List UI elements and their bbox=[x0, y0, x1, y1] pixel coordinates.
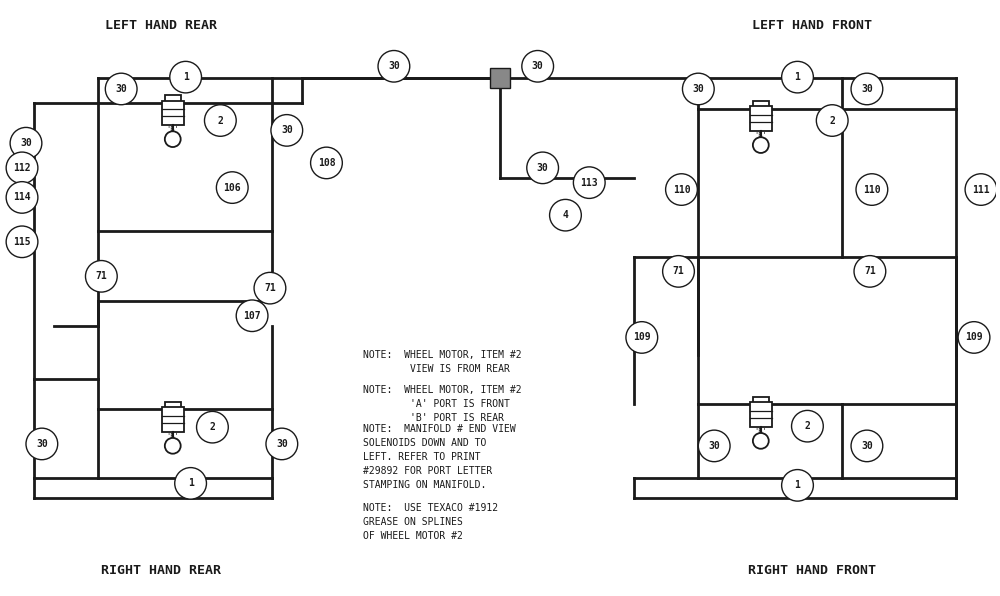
Text: NOTE:  USE TEXACO #1912
GREASE ON SPLINES
OF WHEEL MOTOR #2: NOTE: USE TEXACO #1912 GREASE ON SPLINES… bbox=[363, 503, 498, 541]
Circle shape bbox=[85, 260, 117, 292]
Circle shape bbox=[266, 428, 298, 460]
Circle shape bbox=[663, 256, 694, 287]
Circle shape bbox=[792, 411, 823, 442]
Bar bbox=[162, 101, 184, 125]
Circle shape bbox=[851, 430, 883, 462]
Text: 2: 2 bbox=[209, 422, 215, 432]
Text: LEFT HAND FRONT: LEFT HAND FRONT bbox=[752, 19, 872, 32]
Circle shape bbox=[175, 468, 206, 499]
Bar bbox=[750, 107, 772, 131]
Text: 'B': 'B' bbox=[166, 433, 179, 439]
Text: 108: 108 bbox=[318, 158, 335, 168]
Circle shape bbox=[666, 174, 697, 205]
Circle shape bbox=[311, 147, 342, 179]
Text: 71: 71 bbox=[264, 283, 276, 293]
Circle shape bbox=[753, 433, 769, 449]
Circle shape bbox=[851, 73, 883, 105]
Text: 1: 1 bbox=[188, 479, 194, 488]
Text: 1: 1 bbox=[795, 72, 800, 82]
Text: 107: 107 bbox=[243, 311, 261, 321]
Circle shape bbox=[271, 114, 303, 146]
Text: 4: 4 bbox=[563, 210, 568, 220]
Circle shape bbox=[856, 174, 888, 205]
Circle shape bbox=[527, 152, 559, 184]
Text: 2: 2 bbox=[217, 116, 223, 126]
Text: NOTE:  WHEEL MOTOR, ITEM #2
        'A' PORT IS FRONT
        'B' PORT IS REAR: NOTE: WHEEL MOTOR, ITEM #2 'A' PORT IS F… bbox=[363, 385, 522, 423]
Bar bbox=[165, 402, 181, 412]
Circle shape bbox=[682, 73, 714, 105]
Circle shape bbox=[6, 226, 38, 257]
Circle shape bbox=[10, 128, 42, 159]
Text: 112: 112 bbox=[13, 163, 31, 173]
Circle shape bbox=[522, 51, 554, 82]
Bar bbox=[490, 69, 510, 88]
Text: 30: 30 bbox=[388, 61, 400, 72]
Text: 'B': 'B' bbox=[754, 132, 767, 138]
Text: 106: 106 bbox=[223, 182, 241, 193]
Text: 30: 30 bbox=[115, 84, 127, 94]
Circle shape bbox=[165, 438, 181, 454]
Bar bbox=[753, 397, 769, 406]
Circle shape bbox=[854, 256, 886, 287]
Text: LEFT HAND REAR: LEFT HAND REAR bbox=[105, 19, 217, 32]
Circle shape bbox=[816, 105, 848, 136]
Circle shape bbox=[782, 470, 813, 501]
Text: 1: 1 bbox=[795, 480, 800, 491]
Text: 'B': 'B' bbox=[166, 126, 179, 132]
Circle shape bbox=[550, 200, 581, 231]
Circle shape bbox=[105, 73, 137, 105]
Text: 'B': 'B' bbox=[754, 428, 767, 434]
Bar bbox=[753, 101, 769, 111]
Circle shape bbox=[965, 174, 997, 205]
Circle shape bbox=[753, 137, 769, 153]
Text: 30: 30 bbox=[692, 84, 704, 94]
Circle shape bbox=[378, 51, 410, 82]
Text: 114: 114 bbox=[13, 193, 31, 203]
Circle shape bbox=[6, 152, 38, 184]
Text: 30: 30 bbox=[537, 163, 549, 173]
Text: 109: 109 bbox=[633, 333, 651, 343]
Circle shape bbox=[216, 172, 248, 203]
Text: 30: 30 bbox=[861, 441, 873, 451]
Text: 113: 113 bbox=[580, 178, 598, 188]
Circle shape bbox=[165, 131, 181, 147]
Text: 30: 30 bbox=[20, 138, 32, 148]
Text: RIGHT HAND REAR: RIGHT HAND REAR bbox=[101, 564, 221, 577]
Text: 71: 71 bbox=[864, 266, 876, 277]
Circle shape bbox=[626, 322, 658, 353]
Circle shape bbox=[573, 167, 605, 198]
Circle shape bbox=[254, 272, 286, 304]
Text: 115: 115 bbox=[13, 237, 31, 247]
Text: NOTE:  WHEEL MOTOR, ITEM #2
        VIEW IS FROM REAR: NOTE: WHEEL MOTOR, ITEM #2 VIEW IS FROM … bbox=[363, 350, 522, 374]
Circle shape bbox=[197, 411, 228, 443]
Text: 110: 110 bbox=[673, 185, 690, 194]
Circle shape bbox=[170, 61, 202, 93]
Text: 110: 110 bbox=[863, 185, 881, 194]
Circle shape bbox=[958, 322, 990, 353]
Bar bbox=[750, 402, 772, 427]
Text: 1: 1 bbox=[183, 72, 189, 82]
Circle shape bbox=[698, 430, 730, 462]
Text: 71: 71 bbox=[95, 271, 107, 281]
Circle shape bbox=[26, 428, 58, 460]
Circle shape bbox=[236, 300, 268, 331]
Text: 109: 109 bbox=[965, 333, 983, 343]
Text: 30: 30 bbox=[36, 439, 48, 449]
Text: 30: 30 bbox=[861, 84, 873, 94]
Text: 30: 30 bbox=[708, 441, 720, 451]
Text: 30: 30 bbox=[281, 125, 293, 135]
Text: 71: 71 bbox=[673, 266, 684, 277]
Circle shape bbox=[6, 182, 38, 213]
Text: RIGHT HAND FRONT: RIGHT HAND FRONT bbox=[748, 564, 876, 577]
Text: 2: 2 bbox=[804, 421, 810, 431]
Text: 111: 111 bbox=[972, 185, 990, 194]
Text: 30: 30 bbox=[532, 61, 544, 72]
Text: NOTE:  MANIFOLD # END VIEW
SOLENOIDS DOWN AND TO
LEFT. REFER TO PRINT
#29892 FOR: NOTE: MANIFOLD # END VIEW SOLENOIDS DOWN… bbox=[363, 424, 516, 491]
Bar bbox=[165, 95, 181, 105]
Circle shape bbox=[204, 105, 236, 136]
Text: 30: 30 bbox=[276, 439, 288, 449]
Bar bbox=[162, 407, 184, 432]
Text: 2: 2 bbox=[829, 116, 835, 126]
Circle shape bbox=[782, 61, 813, 93]
